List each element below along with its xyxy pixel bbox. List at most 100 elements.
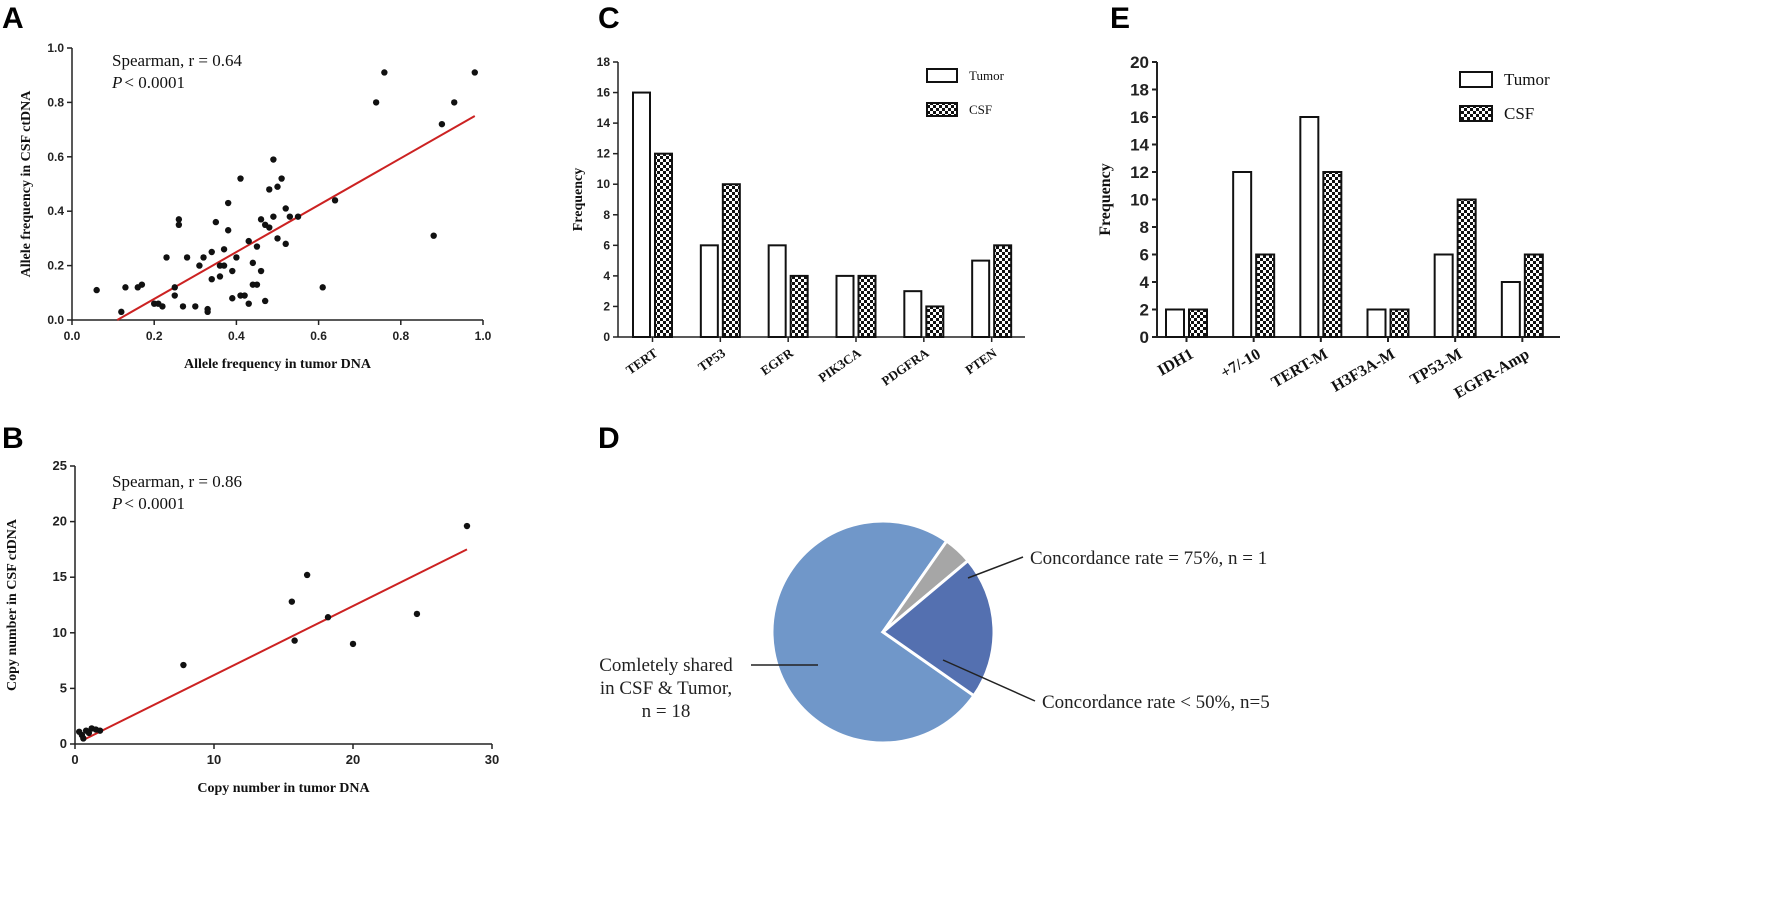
data-point-b <box>291 637 298 644</box>
data-point-a <box>253 243 261 250</box>
y-tick-label-a: 0.4 <box>47 204 64 218</box>
x-tick-label-a: 0.6 <box>310 329 327 343</box>
y-tick-label-a: 0.6 <box>47 150 64 164</box>
data-point-a <box>245 237 252 245</box>
data-point-a <box>278 175 285 182</box>
x-tick-label-a: 0.2 <box>146 329 163 343</box>
pie-label-shared-line3: n = 18 <box>642 701 691 722</box>
y-axis-title-a: Allele frequency in CSF ctDNA <box>19 90 34 278</box>
regression-line-b <box>81 548 468 742</box>
data-point-b <box>80 735 87 742</box>
data-point-a <box>118 308 125 316</box>
category-label-e: H3F3A-M <box>1329 346 1398 396</box>
category-label-c: EGFR <box>758 345 797 378</box>
pie-slice-shared <box>770 519 977 745</box>
data-point-a <box>183 254 191 261</box>
bar-tumor-e <box>1165 308 1185 338</box>
x-axis-title-a: Allele frequency in tumor DNA <box>184 357 372 372</box>
legend-swatch-tumor-c <box>926 68 958 83</box>
data-point-a <box>286 213 294 220</box>
y-tick-label-c: 4 <box>603 269 610 283</box>
bar-csf-e <box>1322 171 1343 338</box>
bar-csf-e <box>1389 308 1410 338</box>
data-point-a <box>122 284 129 291</box>
y-tick-label-e: 18 <box>1130 81 1149 100</box>
data-point-a <box>438 120 446 128</box>
y-tick-label-c: 14 <box>597 116 611 130</box>
data-point-b <box>463 522 471 530</box>
pie-slice-concordance-below-50 <box>880 558 996 698</box>
y-tick-label-e: 16 <box>1130 108 1149 127</box>
bar-tumor-c <box>699 244 719 338</box>
bar-csf-c <box>925 305 945 339</box>
p-value-annotation-a: P < 0.0001 <box>111 73 185 92</box>
data-point-a <box>138 281 146 288</box>
y-tick-label-b: 5 <box>60 680 67 695</box>
bar-csf-c <box>721 183 741 338</box>
p-symbol-b: P <box>111 494 122 513</box>
data-point-b <box>413 610 421 618</box>
legend-swatch-csf-e <box>1459 105 1493 122</box>
scatter-plot-b: Spearman, r = 0.86 P < 0.0001 0 10 20 30 0 5 10… <box>5 458 499 796</box>
y-tick-label-a: 1.0 <box>47 41 64 55</box>
data-point-a <box>249 259 257 267</box>
category-label-e: IDH1 <box>1155 346 1197 380</box>
data-point-a <box>196 262 203 269</box>
bar-tumor-e <box>1433 253 1454 338</box>
data-point-a <box>200 254 207 261</box>
panel-label-c: C <box>598 2 620 35</box>
data-point-a <box>282 205 289 212</box>
y-axis-title-c: Frequency <box>571 168 586 232</box>
bar-tumor-e <box>1366 308 1387 338</box>
y-tick-label-b: 0 <box>60 736 67 751</box>
y-tick-label-c: 16 <box>597 86 611 100</box>
data-point-a <box>233 254 240 261</box>
data-point-a <box>266 186 273 193</box>
p-value-b: < 0.0001 <box>124 494 185 513</box>
bar-chart-c: 0 2 4 6 8 10 12 14 16 18 Frequency TERT TP53 EGFR PIK3… <box>571 55 1025 389</box>
data-point-a <box>471 69 478 76</box>
data-point-a <box>208 276 215 283</box>
legend-label-csf-e: CSF <box>1504 104 1534 123</box>
data-point-a <box>261 297 269 305</box>
category-label-e: +7/-10 <box>1218 346 1264 382</box>
x-axis-title-b: Copy number in tumor DNA <box>197 781 370 796</box>
y-tick-label-c: 10 <box>597 177 611 191</box>
x-tick-label-a: 0.0 <box>64 329 81 343</box>
pie-label-concordance-75: Concordance rate = 75%, n = 1 <box>1030 548 1267 569</box>
data-point-a <box>171 292 178 299</box>
y-axis-title-b: Copy number in CSF ctDNA <box>5 518 20 691</box>
data-point-a <box>319 284 326 291</box>
category-label-c: PIK3CA <box>815 345 864 385</box>
data-point-a <box>229 295 236 302</box>
p-value-annotation-b: P < 0.0001 <box>111 494 185 513</box>
data-point-b <box>349 640 357 648</box>
data-point-a <box>241 292 248 299</box>
data-point-a <box>257 267 265 275</box>
y-tick-label-e: 10 <box>1130 191 1149 210</box>
data-point-b <box>180 661 187 669</box>
x-tick-label-b: 10 <box>207 752 221 767</box>
category-label-e: TERT-M <box>1269 346 1331 392</box>
x-tick-label-a: 0.8 <box>392 329 409 343</box>
data-point-a <box>224 227 232 234</box>
data-point-a <box>270 156 277 163</box>
category-label-e: EGFR-Amp <box>1451 346 1532 403</box>
data-point-a <box>451 99 458 106</box>
data-point-a <box>282 240 289 248</box>
y-tick-label-c: 8 <box>603 208 610 222</box>
data-point-a <box>179 303 187 310</box>
x-tick-label-a: 1.0 <box>475 329 492 343</box>
bar-chart-e: 0 2 4 6 8 10 12 14 16 18 20 Frequency IDH1 +7/-10 TERT… <box>1097 53 1560 402</box>
p-value-a: < 0.0001 <box>124 73 185 92</box>
data-point-a <box>229 267 236 275</box>
y-tick-label-e: 14 <box>1130 136 1149 155</box>
category-label-c: PDGFRA <box>879 345 932 389</box>
data-point-b <box>303 571 311 579</box>
category-label-c: PTEN <box>962 345 1000 378</box>
bar-tumor-c <box>971 259 991 338</box>
data-point-a <box>208 248 215 256</box>
y-tick-label-e: 2 <box>1140 301 1149 320</box>
data-point-a <box>224 199 232 207</box>
bar-tumor-e <box>1500 281 1521 338</box>
